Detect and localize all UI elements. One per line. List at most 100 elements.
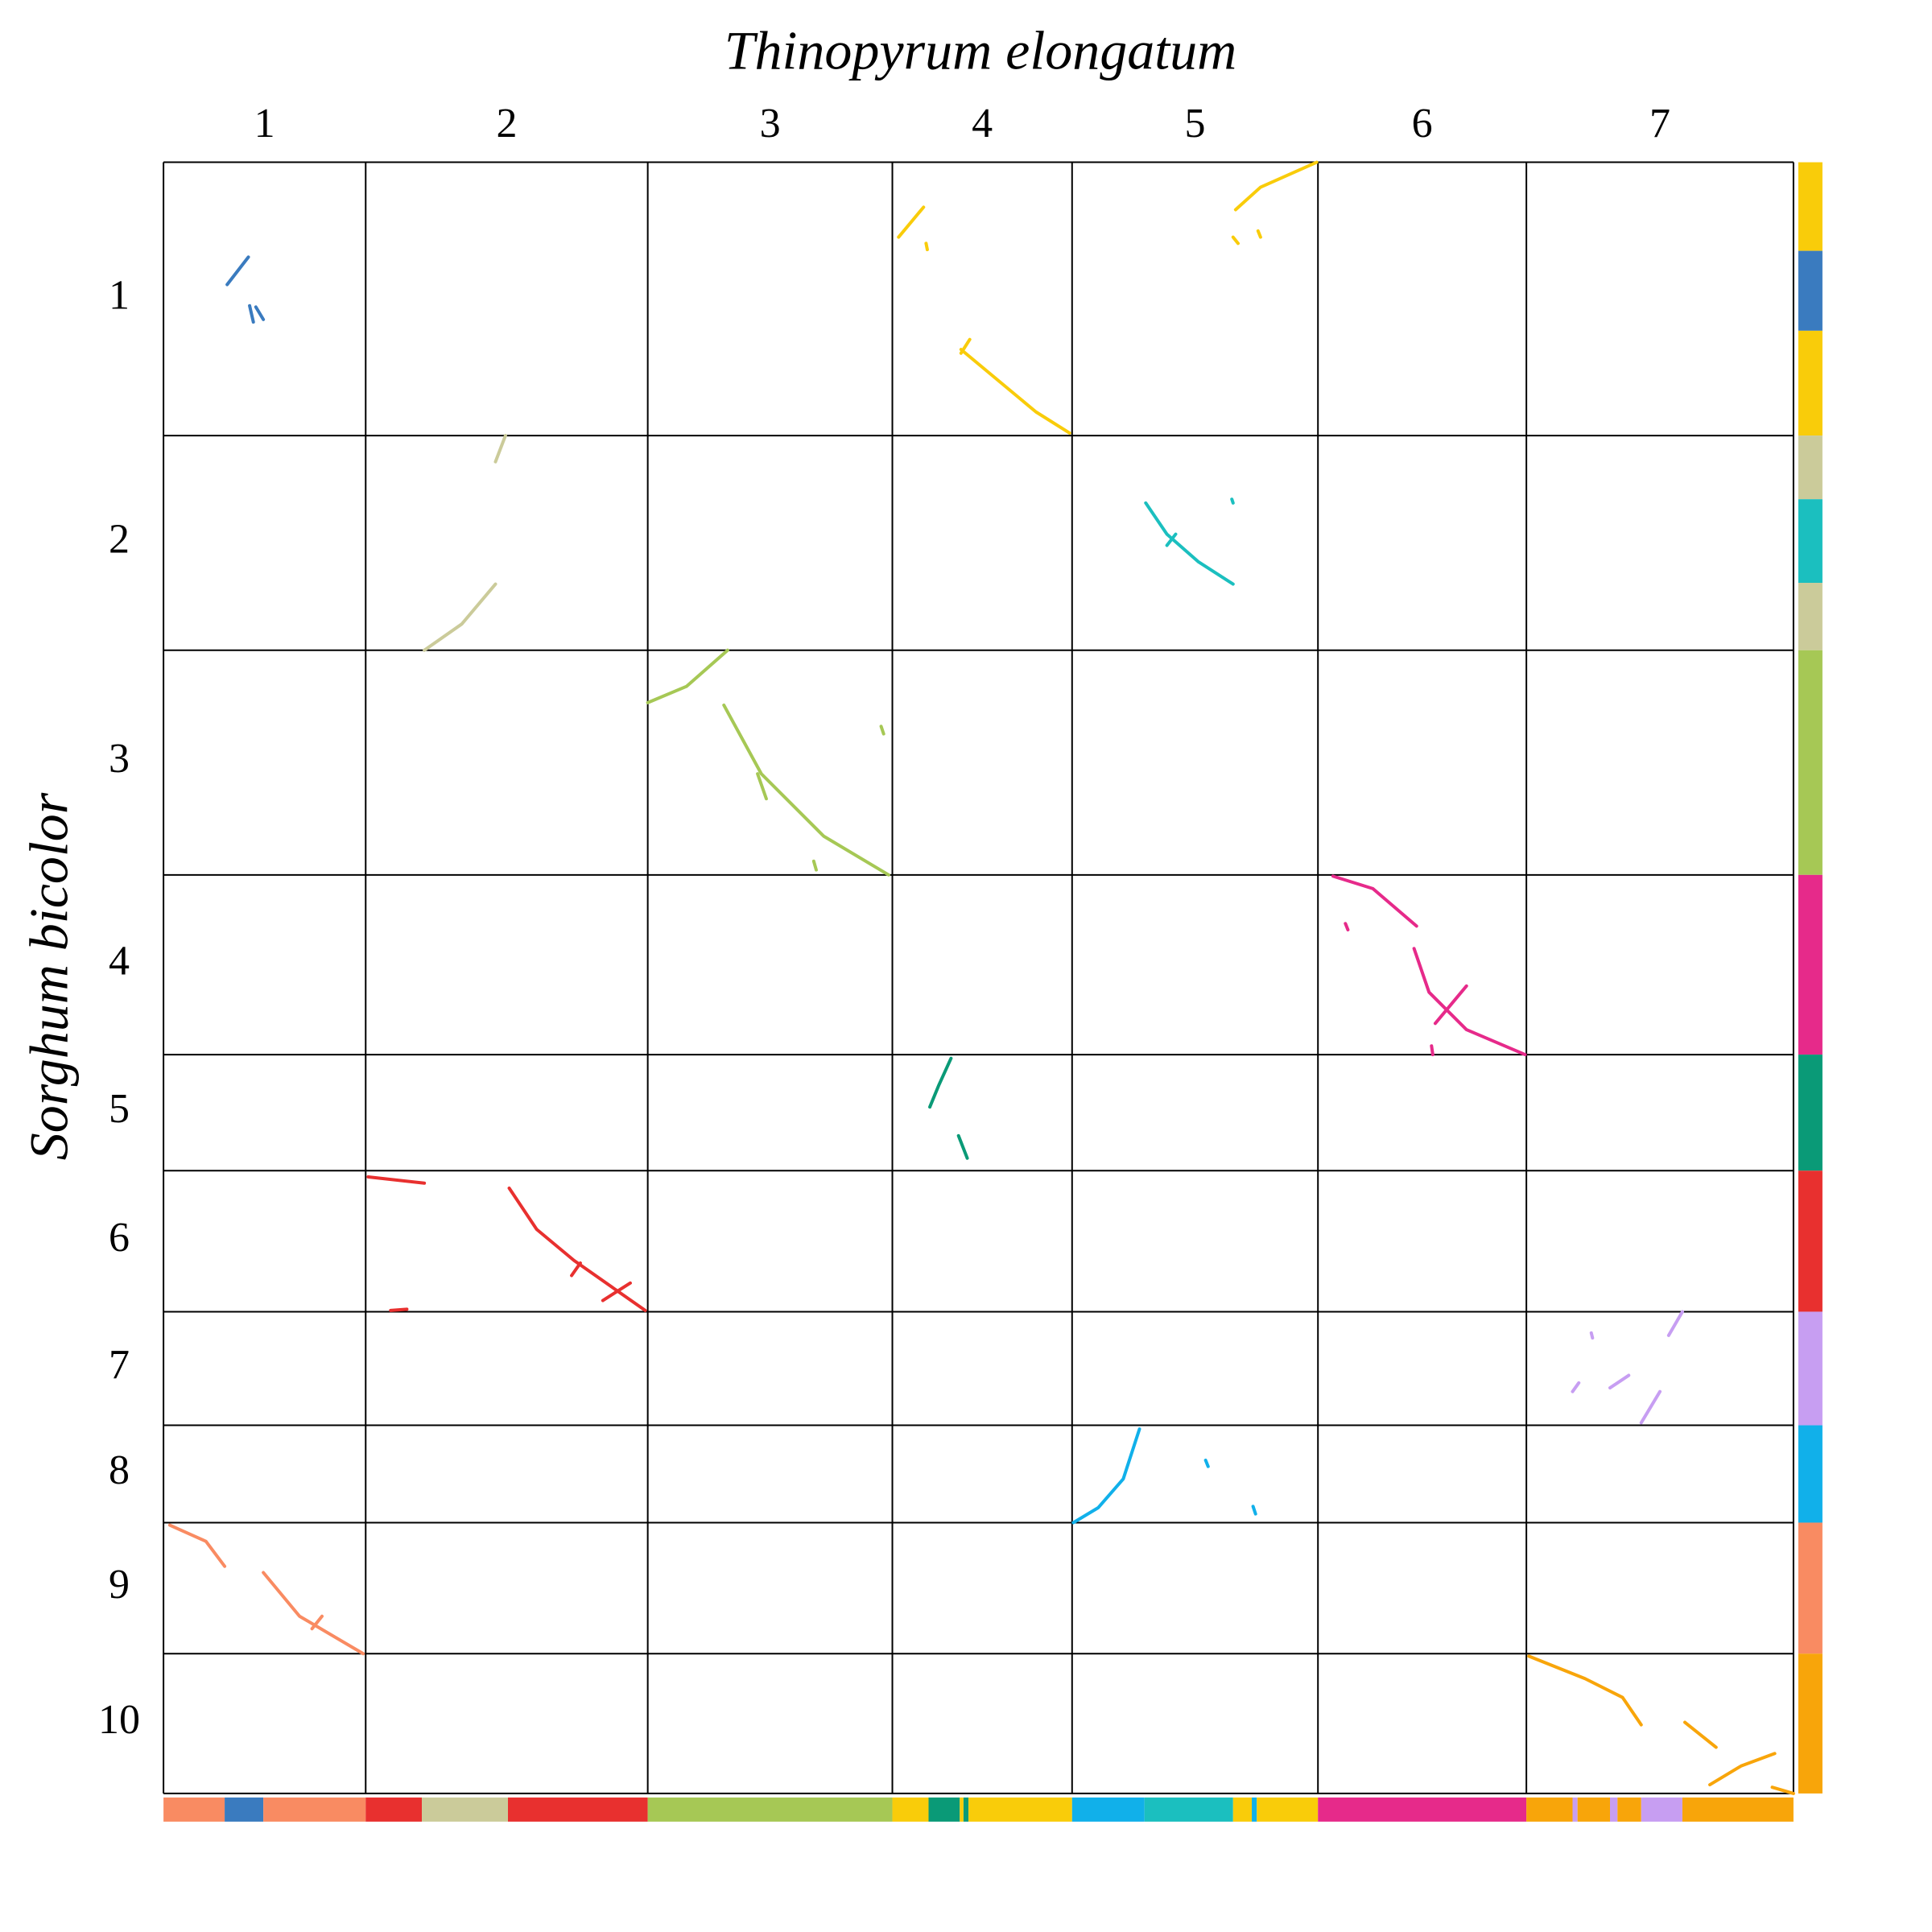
x-chromosome-label: 3 <box>760 101 781 147</box>
synteny-segment <box>310 1614 324 1631</box>
x-block <box>1641 1797 1682 1822</box>
y-chromosome-label: 7 <box>109 1342 130 1388</box>
x-block <box>968 1797 1072 1822</box>
y-chromosome-label: 6 <box>109 1215 130 1261</box>
y-block <box>1798 1653 1823 1794</box>
synteny-segment <box>1344 922 1350 932</box>
y-chromosome-label: 5 <box>109 1086 130 1132</box>
y-block <box>1798 650 1823 875</box>
x-block <box>963 1797 969 1822</box>
synteny-segment <box>1230 497 1235 505</box>
y-block <box>1798 1522 1823 1654</box>
x-block <box>1526 1797 1573 1822</box>
x-block <box>163 1797 225 1822</box>
x-block <box>1318 1797 1527 1822</box>
x-block <box>1682 1797 1794 1822</box>
synteny-segment <box>262 1571 365 1656</box>
x-block <box>892 1797 929 1822</box>
synteny-segment <box>924 242 929 252</box>
synteny-segment <box>570 1261 582 1278</box>
x-block <box>365 1797 423 1822</box>
x-block <box>1610 1797 1618 1822</box>
y-chromosome-label: 8 <box>109 1447 130 1493</box>
x-block <box>1144 1797 1233 1822</box>
synteny-segment <box>959 348 1071 435</box>
synteny-segment <box>722 703 890 877</box>
synteny-segment <box>225 255 250 287</box>
x-chromosome-label: 1 <box>254 101 275 147</box>
x-block <box>1577 1797 1610 1822</box>
x-block <box>960 1797 964 1822</box>
synteny-segment <box>1589 1331 1595 1340</box>
x-block <box>1617 1797 1641 1822</box>
y-chromosome-label: 1 <box>109 272 130 318</box>
x-chromosome-label: 2 <box>496 101 517 147</box>
synteny-segment <box>254 305 266 321</box>
synteny-segment <box>1770 1785 1795 1795</box>
synteny-segment <box>1165 532 1178 547</box>
synteny-segment <box>389 1307 409 1312</box>
y-block <box>1798 436 1823 500</box>
synteny-segment <box>1571 1381 1581 1393</box>
synteny-segment <box>959 337 972 355</box>
synteny-segment <box>507 1186 647 1312</box>
y-block <box>1798 1425 1823 1523</box>
y-chromosome-label: 3 <box>109 736 130 782</box>
y-block <box>1798 250 1823 331</box>
y-block <box>1798 499 1823 584</box>
y-block <box>1798 1311 1823 1426</box>
x-block <box>263 1797 366 1822</box>
y-chromosome-label: 9 <box>109 1562 130 1608</box>
x-block <box>1232 1797 1253 1822</box>
x-block <box>1257 1797 1319 1822</box>
synteny-segment <box>493 434 507 464</box>
x-chromosome-label: 6 <box>1412 101 1433 147</box>
x-block <box>422 1797 509 1822</box>
x-block <box>647 1797 893 1822</box>
x-block <box>1252 1797 1257 1822</box>
y-block <box>1798 874 1823 1055</box>
y-chromosome-label: 2 <box>109 516 130 562</box>
y-block <box>1798 583 1823 650</box>
x-block <box>1572 1797 1578 1822</box>
synteny-segment <box>928 1056 953 1109</box>
chart-title: Thinopyrum elongatum <box>724 20 1237 81</box>
synteny-segment <box>248 303 255 324</box>
synteny-segment <box>1251 1505 1257 1516</box>
synteny-segment <box>756 772 768 801</box>
synteny-segment <box>956 1133 969 1160</box>
y-chromosome-label: 10 <box>98 1697 140 1743</box>
x-block <box>225 1797 264 1822</box>
y-chromosome-label: 4 <box>109 938 130 984</box>
synteny-segment <box>1683 1720 1718 1749</box>
y-block <box>1798 162 1823 251</box>
y-axis-label: Sorghum bicolor <box>19 792 80 1160</box>
synteny-segment <box>1639 1389 1662 1425</box>
synteny-segment <box>1071 1427 1141 1525</box>
x-block <box>1071 1797 1145 1822</box>
synteny-segment <box>167 1523 227 1568</box>
synteny-segment <box>879 724 886 736</box>
y-block <box>1798 1170 1823 1312</box>
synteny-segment <box>1666 1310 1684 1337</box>
x-chromosome-label: 5 <box>1184 101 1205 147</box>
synteny-segment <box>1527 1654 1643 1727</box>
synteny-segment <box>1608 1373 1631 1390</box>
synteny-segment <box>1412 947 1527 1057</box>
synteny-segment <box>1233 160 1319 212</box>
synteny-segment <box>601 1281 632 1302</box>
synteny-segment <box>423 582 497 652</box>
synteny-segment <box>1256 229 1262 239</box>
x-chromosome-label: 7 <box>1649 101 1670 147</box>
y-block <box>1798 1055 1823 1171</box>
synteny-segment <box>366 1175 427 1185</box>
synteny-segment <box>897 205 926 239</box>
synteny-segment <box>1430 1044 1435 1057</box>
synteny-segment <box>1331 874 1418 928</box>
synteny-segment <box>646 648 729 704</box>
x-block <box>928 1797 960 1822</box>
synteny-segment <box>1708 1752 1777 1787</box>
x-block <box>508 1797 648 1822</box>
x-chromosome-label: 4 <box>972 101 993 147</box>
